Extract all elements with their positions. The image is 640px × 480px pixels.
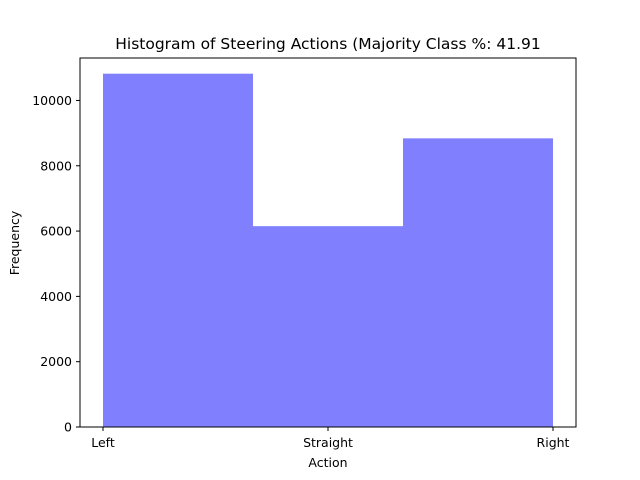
bar-straight [253, 226, 403, 427]
y-tick-label: 0 [64, 420, 72, 435]
y-tick-label: 2000 [40, 354, 72, 369]
y-axis: 0 2000 4000 6000 8000 10000 [32, 93, 80, 435]
bar-left [103, 73, 253, 427]
bars-group [103, 73, 553, 427]
x-axis: Left Straight Right [91, 427, 570, 450]
y-axis-label: Frequency [7, 210, 22, 275]
x-tick-label-right: Right [537, 435, 570, 450]
x-axis-label: Action [308, 455, 347, 470]
y-tick-label: 6000 [40, 224, 72, 239]
chart-title: Histogram of Steering Actions (Majority … [115, 35, 541, 53]
x-tick-label-straight: Straight [303, 435, 353, 450]
bar-right [403, 138, 553, 427]
y-tick-label: 8000 [40, 158, 72, 173]
y-tick-label: 4000 [40, 289, 72, 304]
x-tick-label-left: Left [91, 435, 115, 450]
y-tick-label: 10000 [32, 93, 72, 108]
